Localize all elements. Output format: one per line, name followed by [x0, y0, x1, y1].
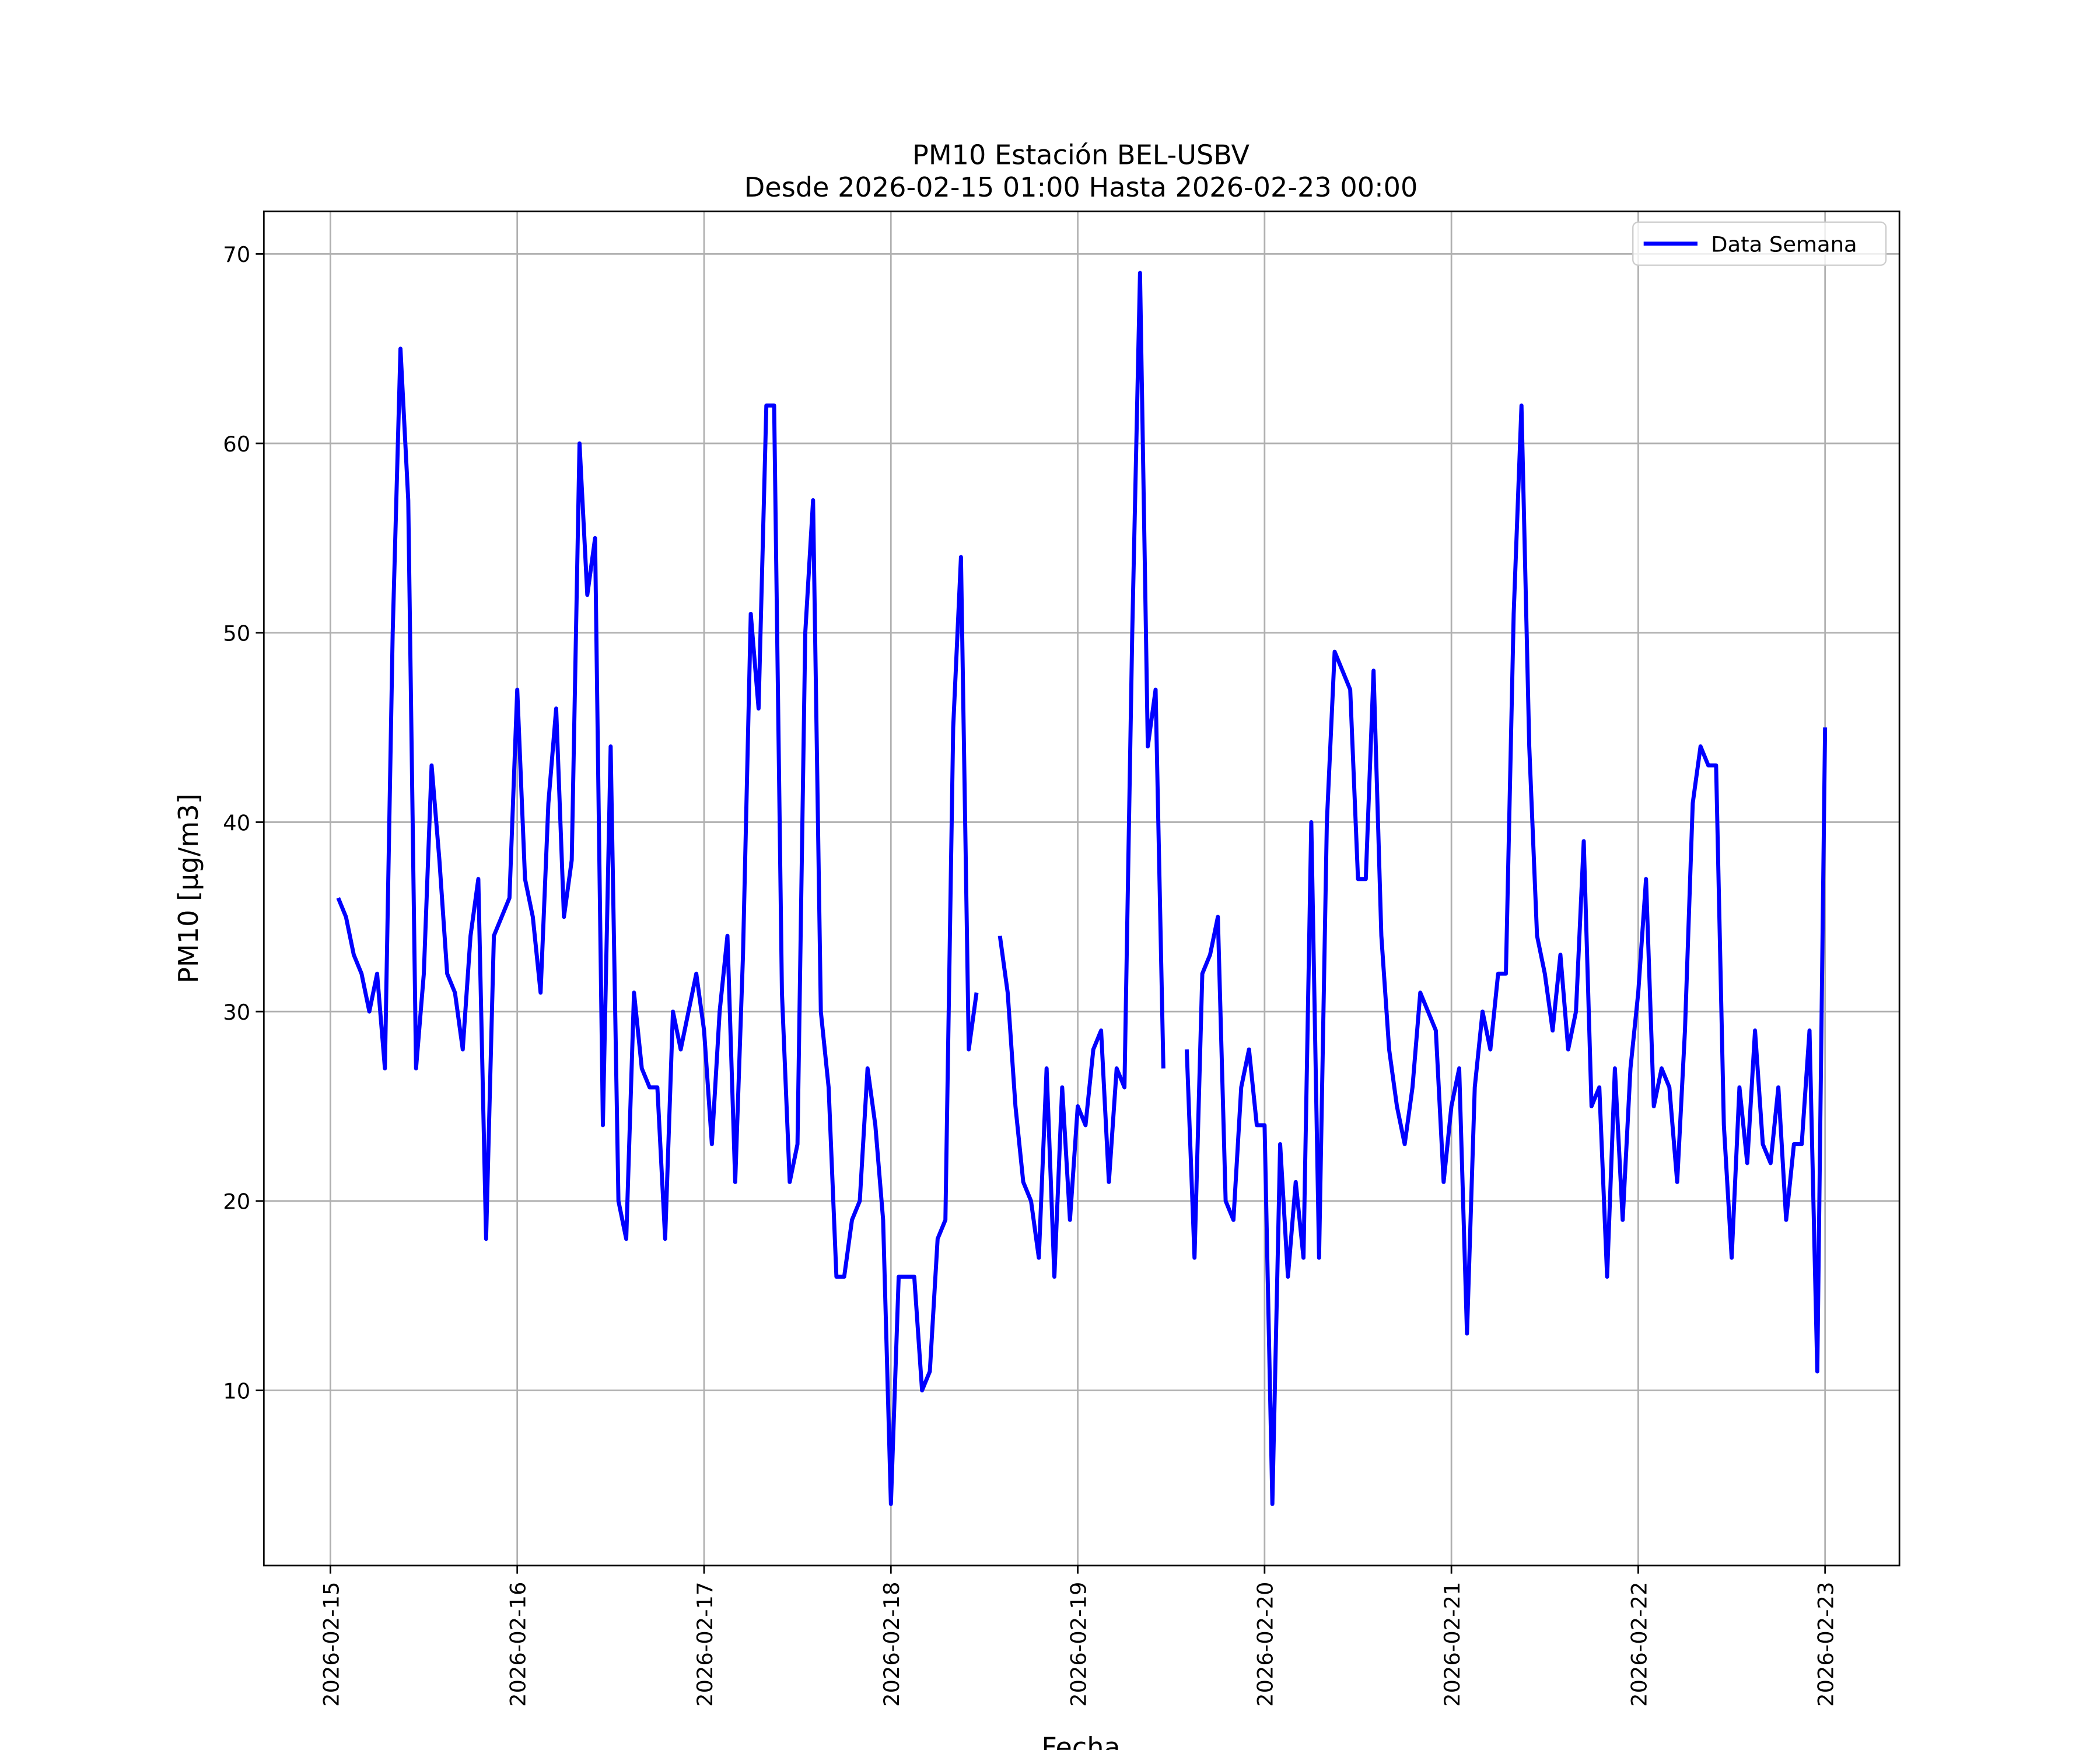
y-tick-label: 70 — [223, 242, 250, 267]
x-tick-label: 2026-02-23 — [1814, 1582, 1839, 1707]
y-tick-label: 60 — [223, 432, 250, 457]
x-tick-label: 2026-02-19 — [1066, 1582, 1091, 1707]
ticks: 10 20 30 40 50 60 70 2026-02-15 2026-02-16 2026-0… — [223, 242, 1838, 1707]
y-tick-label: 20 — [223, 1189, 250, 1214]
legend-label: Data Semana — [1711, 232, 1857, 257]
x-tick-label: 2026-02-18 — [879, 1582, 904, 1707]
x-tick-label: 2026-02-16 — [506, 1582, 531, 1707]
y-tick-label: 10 — [223, 1378, 250, 1404]
legend-box — [1632, 221, 1887, 266]
x-tick-label: 2026-02-17 — [692, 1582, 718, 1707]
y-tick-label: 40 — [223, 810, 250, 835]
grid — [264, 211, 1900, 1566]
y-axis-label: PM10 [μg/m3] — [173, 793, 204, 984]
plot-lines — [336, 271, 1828, 1506]
chart-title: PM10 Estación BEL-USBV — [912, 139, 1250, 171]
y-tick-label: 30 — [223, 1000, 250, 1025]
legend: Data Semana — [1632, 221, 1887, 266]
series-line — [336, 271, 1828, 1506]
x-tick-label: 2026-02-22 — [1626, 1582, 1651, 1707]
x-tick-label: 2026-02-20 — [1253, 1582, 1278, 1707]
x-tick-label: 2026-02-15 — [318, 1582, 344, 1707]
x-axis-label: Fecha — [1041, 1732, 1120, 1750]
x-tick-label: 2026-02-21 — [1440, 1582, 1465, 1707]
chart-subtitle: Desde 2026-02-15 01:00 Hasta 2026-02-23 … — [744, 172, 1418, 203]
y-tick-label: 50 — [223, 621, 250, 646]
axes-frame — [262, 210, 1901, 1567]
